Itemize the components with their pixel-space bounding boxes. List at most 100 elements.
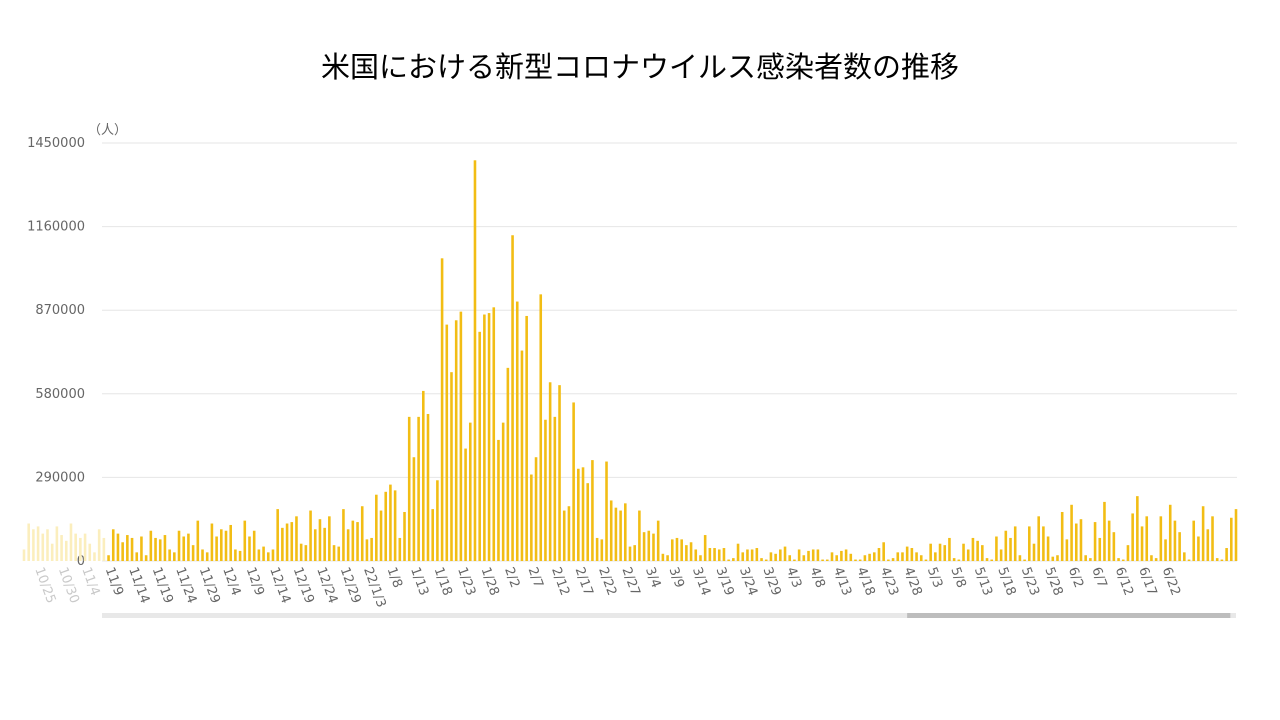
bar [1018,555,1022,561]
bar [483,314,486,561]
bar [553,416,557,561]
bar [1028,526,1031,561]
bar [1150,555,1153,561]
bar [924,559,928,561]
bar [699,555,702,561]
bar [1103,501,1106,561]
bar [224,530,228,561]
bar [713,548,716,561]
bar [271,549,275,561]
bar [238,550,242,561]
bar [525,315,528,561]
bar [811,549,815,561]
bar [1192,520,1196,561]
bar [868,553,871,561]
bar [854,559,857,561]
x-tick-label: 12/9 [243,565,267,598]
bar [398,537,402,561]
bar [943,545,947,561]
bar [450,372,453,561]
x-tick-label: 11/14 [125,565,152,605]
x-tick-label: 3/4 [642,565,663,590]
bar [891,558,895,561]
bar [642,532,646,561]
bar-faded [46,529,49,561]
bar [1060,511,1064,561]
bar-faded [55,526,59,561]
x-tick-label: 5/3 [924,565,945,590]
bar [1215,558,1219,561]
bar [614,507,618,561]
bar [1093,522,1097,561]
bar [1107,520,1111,561]
bar [365,539,369,561]
bar [530,474,533,561]
bar [1234,509,1238,561]
x-tick-label: 3/29 [759,565,783,598]
bar [1056,555,1059,561]
bar [1117,558,1120,561]
bar [717,549,721,561]
bar [248,536,251,561]
x-tick-label: 12/4 [219,565,243,598]
scrollbar-thumb[interactable] [907,613,1231,618]
bar [558,385,561,561]
bar [703,535,707,561]
bar [1013,526,1017,561]
bar [144,555,148,561]
x-tick-label: 6/22 [1159,565,1183,598]
bar [473,160,477,561]
bar [323,527,326,561]
bar [520,350,524,561]
x-tick-label: 5/8 [947,565,968,590]
bar [1201,506,1205,561]
bar [788,555,792,561]
bar [135,552,139,561]
bar [732,558,735,561]
bar [708,548,712,561]
bar [375,494,378,561]
bar [1037,516,1040,561]
x-tick-label: 3/9 [666,565,687,590]
bar [539,294,543,561]
bar [919,555,923,561]
x-tick-label: 2/7 [525,565,546,590]
x-tick-label: 1/8 [384,565,405,590]
bar [572,402,575,561]
bar [436,480,439,561]
bar [511,235,514,561]
bar [464,448,467,561]
bar-faded [88,543,92,561]
bar [774,553,777,561]
bar [220,529,223,561]
y-tick-label: 1450000 [27,136,85,151]
bar [177,530,181,561]
bar [995,536,998,561]
bar [1023,559,1026,561]
x-tick-label: 12/14 [266,565,293,605]
bar [168,549,171,561]
bar [1168,504,1172,561]
bar [182,536,186,561]
bar [652,533,655,561]
bar [313,529,317,561]
bar [196,520,200,561]
x-tick-label: 6/12 [1112,565,1136,598]
bar [548,382,552,561]
bar [515,301,519,561]
bar [647,530,651,561]
x-tick-label: 2/22 [595,565,619,598]
bar [816,549,820,561]
scrollbar-track[interactable] [102,613,1236,618]
bar [379,510,383,561]
bar-faded [102,537,106,561]
bar [191,545,195,561]
y-axis-unit: （人） [88,123,128,138]
bar [680,539,683,561]
bar [1211,516,1214,561]
bar [872,552,876,561]
bar [417,416,420,561]
bar [210,523,214,561]
